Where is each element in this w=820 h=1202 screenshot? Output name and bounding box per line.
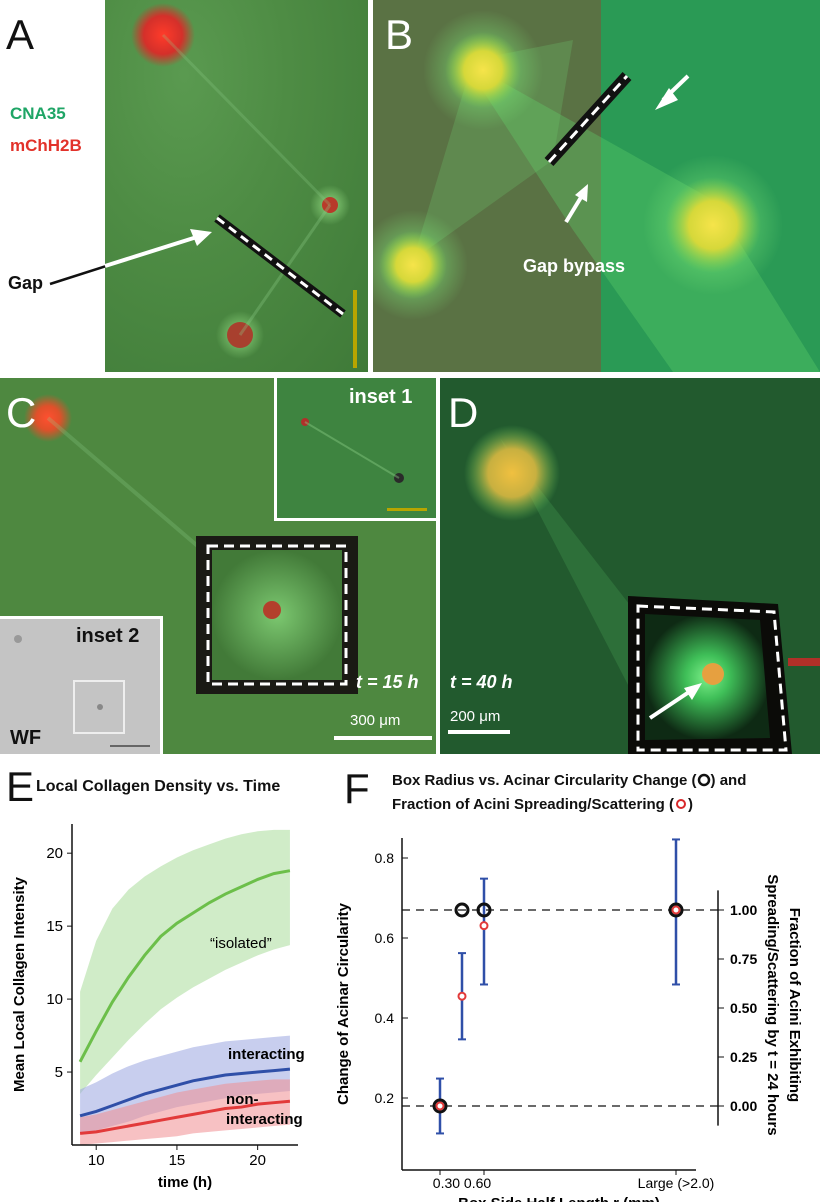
panel-b: B Gap bypass <box>373 0 820 372</box>
circularity-point <box>476 902 492 918</box>
gap-label: Gap <box>8 273 44 293</box>
panel-f-title-line2-end: ) <box>687 796 693 813</box>
panel-f-title-line1-end: ) and <box>710 772 747 789</box>
panel-a-label: A <box>6 11 35 58</box>
series-band-2 <box>80 1079 290 1145</box>
series-label-line: interacting <box>226 1111 303 1128</box>
panel-f-title-line1: Box Radius vs. Acinar Circularity Change… <box>392 772 746 789</box>
y-right-axis-title-1: Fraction of Acini Exhibiting <box>786 908 803 1102</box>
panel-f-title-line1-text: Box Radius vs. Acinar Circularity Change… <box>392 772 697 789</box>
chart-e: 10 15 20 5 10 15 20 time (h) Mean Local Collagen… <box>11 824 305 1191</box>
fraction-point <box>479 921 489 931</box>
panel-c-label: C <box>6 389 37 436</box>
panel-c-scalebar <box>334 736 432 740</box>
fraction-point <box>457 991 467 1001</box>
x-tick-label: 10 <box>88 1152 105 1169</box>
series-line-1 <box>79 1067 291 1118</box>
x-tick-label: 0.30 0.60 <box>433 1175 492 1191</box>
panel-d-label: D <box>448 389 479 436</box>
inset-2-label: inset 2 <box>76 625 140 647</box>
panel-c-cells <box>24 394 358 694</box>
gap-bypass-label: Gap bypass <box>523 256 626 276</box>
panel-d-time: t = 40 h <box>450 672 513 692</box>
inset-1-label: inset 1 <box>349 386 413 408</box>
panel-a: A CNA35 mChH2B Gap <box>0 0 368 372</box>
panel-d-scalebar <box>448 730 510 734</box>
y-left-tick-label: 0.6 <box>375 930 395 946</box>
y-tick-label: 15 <box>46 918 63 935</box>
panel-a-cells <box>131 3 357 368</box>
panel-f-title-line2-text: Fraction of Acini Spreading/Scattering ( <box>392 796 674 813</box>
panel-d: D t = 40 h 200 μm <box>440 378 820 754</box>
panel-e-title: Local Collagen Density vs. Time <box>36 778 281 795</box>
y-tick-label: 20 <box>46 845 63 862</box>
circularity-point <box>454 902 470 918</box>
chart-f: 0.2 0.4 0.6 0.8 0.00 0.25 0.50 0.75 1.00 0.30 0.6… <box>335 838 803 1202</box>
panel-e-label: E <box>6 763 35 810</box>
open-circle-marker-icon <box>697 773 710 787</box>
y-right-tick-label: 0.25 <box>730 1049 757 1065</box>
inset-1: inset 1 <box>274 378 436 521</box>
panel-c-scale-label: 300 μm <box>350 712 401 729</box>
fraction-point <box>671 905 681 915</box>
legend-mchh2b: mChH2B <box>10 136 82 155</box>
panel-b-label: B <box>385 11 414 58</box>
panel-d-cells <box>464 425 820 754</box>
fraction-point <box>435 1101 445 1111</box>
circularity-point <box>432 1098 448 1114</box>
panel-c: inset 1 inset 2 WF C t = 15 h 300 μm <box>0 378 436 754</box>
y-right-tick-label: 0.50 <box>730 1000 757 1016</box>
inset-1-image <box>301 418 427 511</box>
x-tick-label: 15 <box>169 1152 186 1169</box>
wf-label: WF <box>10 727 42 749</box>
y-right-tick-label: 0.00 <box>730 1098 757 1114</box>
series-line-0 <box>78 869 291 1063</box>
series-label-noninteracting: non-interacting <box>226 1091 303 1128</box>
y-right-tick-label: 0.75 <box>730 951 757 967</box>
x-tick-label-large: Large (>2.0) <box>638 1175 715 1191</box>
y-left-tick-label: 0.2 <box>375 1090 395 1106</box>
y-right-tick-label: 1.00 <box>730 902 757 918</box>
series-label-line: non- <box>226 1091 258 1108</box>
x-tick-label: 20 <box>249 1152 266 1169</box>
gap-arrow <box>49 229 212 286</box>
series-band-0 <box>80 829 290 1094</box>
circularity-point <box>668 902 684 918</box>
x-axis-title: time (h) <box>158 1174 212 1191</box>
panel-f-label: F <box>344 765 370 812</box>
panel-b-cells <box>373 10 820 372</box>
legend-cna35: CNA35 <box>10 104 66 123</box>
x-axis-title: Box Side Half Length r (mm) <box>458 1195 660 1202</box>
series-label-interacting: interacting <box>228 1046 305 1063</box>
y-tick-label: 5 <box>55 1064 63 1081</box>
y-axis-title: Mean Local Collagen Intensity <box>11 876 28 1092</box>
y-left-tick-label: 0.8 <box>375 850 395 866</box>
inset-2-image <box>14 635 150 747</box>
red-circle-marker-icon <box>675 799 686 809</box>
y-left-axis-title: Change of Acinar Circularity <box>335 902 352 1105</box>
series-line-2 <box>79 1099 291 1135</box>
series-label-isolated: “isolated” <box>210 935 272 952</box>
y-tick-label: 10 <box>46 991 63 1008</box>
panel-c-time: t = 15 h <box>356 672 419 692</box>
y-right-axis-title-2: Spreading/Scattering by t = 24 hours <box>764 874 781 1135</box>
inset-2: inset 2 WF <box>0 616 163 754</box>
panel-d-scale-label: 200 μm <box>450 708 501 725</box>
panel-f-title-line2: Fraction of Acini Spreading/Scattering (… <box>392 796 693 813</box>
y-left-tick-label: 0.4 <box>375 1010 395 1026</box>
